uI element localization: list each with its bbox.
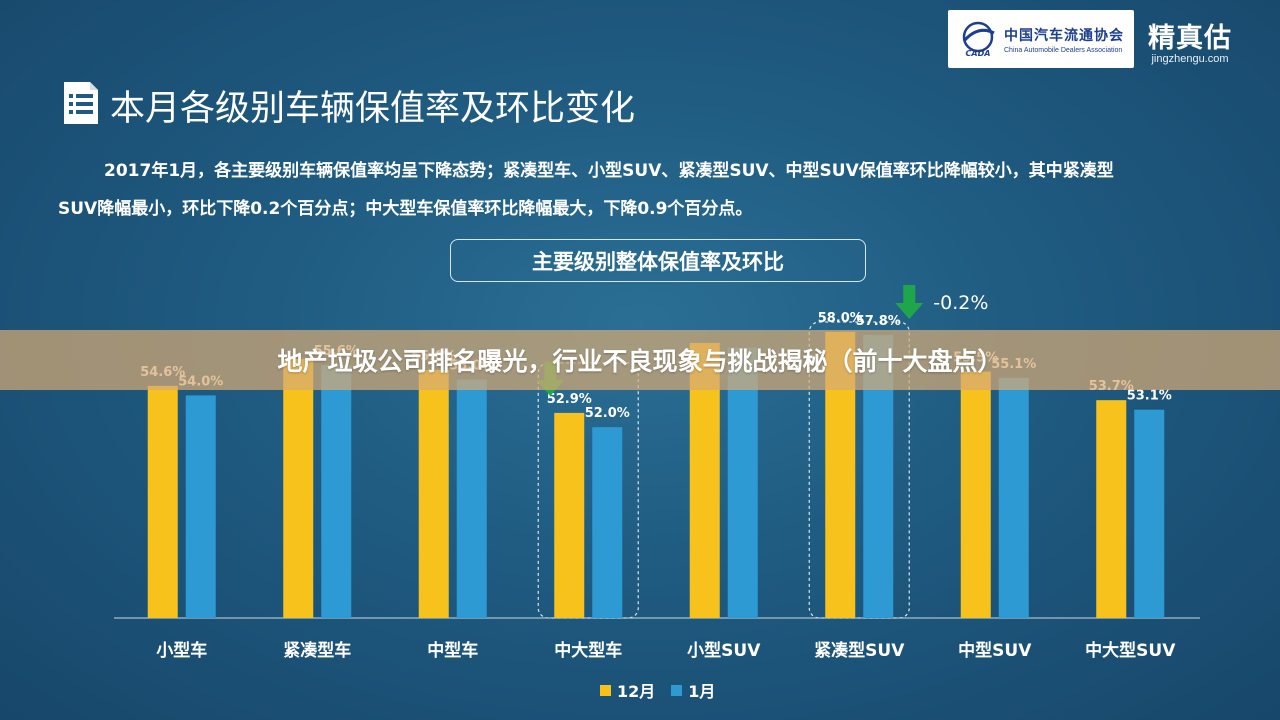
legend-item-jan: 1月 <box>671 678 715 702</box>
bar-value-label: 58.0% <box>818 311 863 326</box>
brand-logo: 精真估 jingzhengu.com <box>1148 16 1232 65</box>
category-tick-label: 紧凑型SUV <box>814 640 905 661</box>
category-tick-label: 中大型SUV <box>1085 640 1176 661</box>
bar <box>456 379 487 618</box>
bar <box>727 347 758 618</box>
chart-title: 主要级别整体保值率及环比 <box>450 239 866 282</box>
chart-legend: 12月 1月 <box>600 678 731 702</box>
bar-value-label: 52.9% <box>547 392 592 407</box>
legend-swatch-dec <box>600 684 611 696</box>
legend-item-dec: 12月 <box>600 678 655 702</box>
document-icon <box>64 82 98 124</box>
legend-label-jan: 1月 <box>688 682 716 701</box>
category-tick-label: 中型SUV <box>958 640 1032 661</box>
bar <box>592 427 623 618</box>
cada-emblem-icon: CADA <box>962 21 995 58</box>
bar <box>418 369 449 618</box>
category-tick-label: 小型车 <box>156 640 207 661</box>
summary-line-1: 2017年1月，各主要级别车辆保值率均呈下降态势；紧凑型车、小型SUV、紧凑型S… <box>104 161 1114 181</box>
category-tick-label: 紧凑型车 <box>283 640 351 661</box>
bar <box>283 358 314 618</box>
cada-logo: CADA 中国汽车流通协会 China Automobile Dealers A… <box>948 10 1134 68</box>
cada-abbr: CADA <box>966 49 991 58</box>
bar <box>147 385 178 618</box>
change-label: -0.2% <box>933 292 988 314</box>
bar <box>185 395 216 618</box>
category-tick-label: 中型车 <box>427 640 478 661</box>
legend-label-dec: 12月 <box>617 682 656 701</box>
legend-swatch-jan <box>671 684 683 696</box>
page-title: 本月各级别车辆保值率及环比变化 <box>110 89 636 129</box>
bar-value-label: 52.0% <box>585 406 630 421</box>
category-tick-label: 中大型车 <box>554 640 622 661</box>
bar <box>1096 400 1127 618</box>
summary-line-2: SUV降幅最小，环比下降0.2个百分点；中大型车保值率环比降幅最大，下降0.9个… <box>58 199 753 219</box>
brand-url: jingzhengu.com <box>1151 53 1229 65</box>
bar-value-label: 53.1% <box>1127 389 1172 404</box>
bar <box>1134 409 1165 618</box>
bar <box>321 365 352 618</box>
brand-name: 精真估 <box>1148 23 1232 54</box>
overlay-banner: 地产垃圾公司排名曝光，行业不良现象与挑战揭秘（前十大盘点） <box>0 330 1280 390</box>
association-en-name: China Automobile Dealers Association <box>1004 46 1123 54</box>
down-arrow-icon <box>895 285 924 319</box>
bar-value-label: 57.8% <box>856 314 901 329</box>
summary-text: 2017年1月，各主要级别车辆保值率均呈下降态势；紧凑型车、小型SUV、紧凑型S… <box>58 152 1218 228</box>
association-name: 中国汽车流通协会 <box>1004 27 1124 44</box>
bar <box>554 412 585 618</box>
category-tick-label: 小型SUV <box>687 640 761 661</box>
bar <box>960 371 991 618</box>
bar <box>998 377 1029 618</box>
